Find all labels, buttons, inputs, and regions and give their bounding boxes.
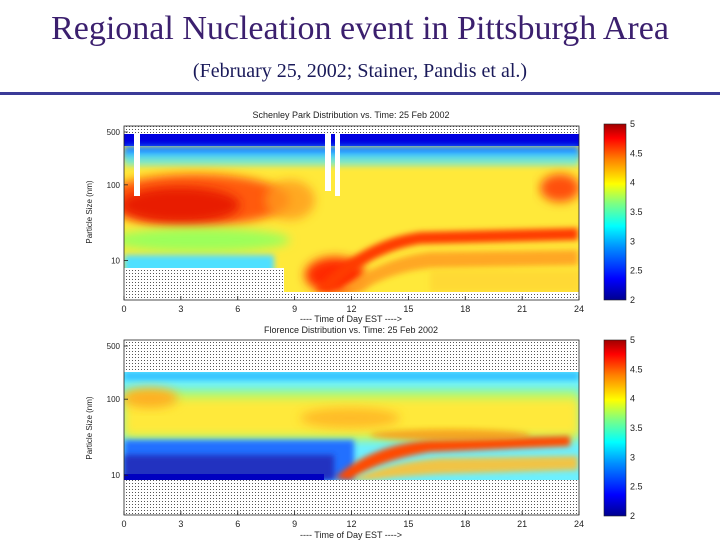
x-tick-label: 12 [346, 519, 356, 529]
colorbar-tick-label: 4.5 [630, 148, 643, 158]
colorbar-tick-label: 2 [630, 295, 635, 305]
colorbar-tick-label: 3 [630, 236, 635, 246]
panel-2-x-label: ---- Time of Day EST ----> [300, 530, 402, 540]
x-tick-label: 9 [292, 304, 297, 314]
panel-2-colorbar-ticks: 5 4.5 4 3.5 3 2.5 2 [630, 335, 643, 521]
colorbar-tick-label: 2.5 [630, 482, 643, 492]
colorbar-tick-label: 3 [630, 452, 635, 462]
x-tick-label: 12 [346, 304, 356, 314]
x-tick-label: 0 [121, 519, 126, 529]
panel-1-y-ticks: 10 100 500 [107, 128, 128, 265]
x-tick-label: 3 [178, 304, 183, 314]
panel-2-x-ticks: 0 3 6 9 12 15 18 21 24 [121, 511, 584, 529]
y-tick-label: 100 [107, 395, 121, 404]
y-tick-label: 500 [107, 342, 121, 351]
y-tick-label: 500 [107, 128, 121, 137]
panel-2-y-ticks: 10 100 500 [107, 342, 128, 480]
x-tick-label: 24 [574, 304, 584, 314]
x-tick-label: 21 [517, 519, 527, 529]
panel-florence: Florence Distribution vs. Time: 25 Feb 2… [85, 325, 643, 540]
panel-2-colorbar [603, 339, 627, 517]
x-tick-label: 18 [460, 304, 470, 314]
panel-1-x-label: ---- Time of Day EST ----> [300, 314, 402, 324]
colorbar-tick-label: 2 [630, 511, 635, 521]
x-tick-label: 15 [403, 304, 413, 314]
x-tick-label: 9 [292, 519, 297, 529]
panel-2-title: Florence Distribution vs. Time: 25 Feb 2… [264, 325, 438, 335]
colorbar-tick-label: 3.5 [630, 423, 643, 433]
panel-1-colorbar [603, 123, 627, 301]
x-tick-label: 21 [517, 304, 527, 314]
x-tick-label: 0 [121, 304, 126, 314]
panel-1-x-ticks: 0 3 6 9 12 15 18 21 24 [121, 296, 584, 314]
x-tick-label: 15 [403, 519, 413, 529]
panel-2-heatmap [124, 372, 579, 480]
colorbar-tick-label: 5 [630, 335, 635, 345]
colorbar-tick-label: 3.5 [630, 207, 643, 217]
colorbar-tick-label: 5 [630, 119, 635, 129]
panel-1-colorbar-ticks: 5 4.5 4 3.5 3 2.5 2 [630, 119, 643, 305]
panel-1-title: Schenley Park Distribution vs. Time: 25 … [252, 110, 449, 120]
y-tick-label: 100 [107, 181, 121, 190]
x-tick-label: 6 [235, 304, 240, 314]
colorbar-tick-label: 4 [630, 394, 635, 404]
panel-2-y-label: Particle Size (nm) [85, 396, 94, 459]
colorbar-tick-label: 2.5 [630, 266, 643, 276]
panel-1-heatmap [124, 134, 579, 292]
colorbar-tick-label: 4.5 [630, 364, 643, 374]
x-tick-label: 18 [460, 519, 470, 529]
x-tick-label: 24 [574, 519, 584, 529]
title-rule [0, 92, 720, 95]
colorbar-tick-label: 4 [630, 178, 635, 188]
slide-subtitle: (February 25, 2002; Stainer, Pandis et a… [192, 60, 528, 82]
panel-schenley: Schenley Park Distribution vs. Time: 25 … [85, 110, 643, 324]
x-tick-label: 6 [235, 519, 240, 529]
slide-title: Regional Nucleation event in Pittsburgh … [51, 10, 669, 47]
x-tick-label: 3 [178, 519, 183, 529]
y-tick-label: 10 [111, 471, 120, 480]
y-tick-label: 10 [111, 256, 120, 265]
panel-1-y-label: Particle Size (nm) [85, 180, 94, 243]
